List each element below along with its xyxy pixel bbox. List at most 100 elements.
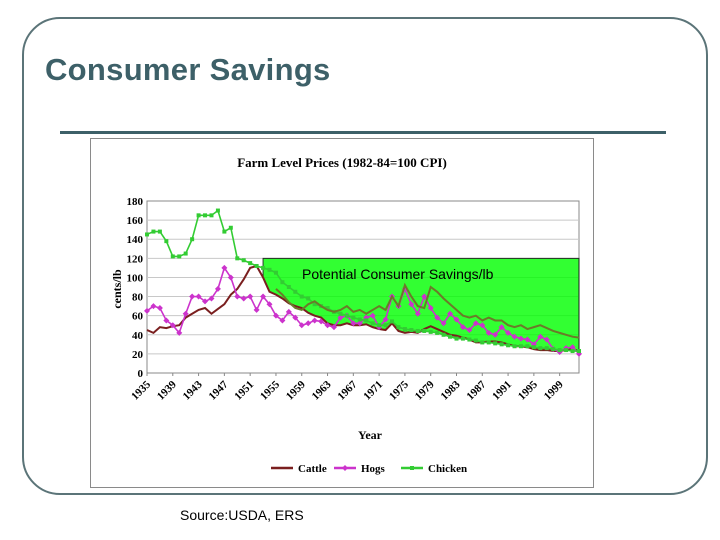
point-hogs (472, 320, 479, 327)
point-chicken (409, 328, 414, 332)
point-chicken (564, 348, 569, 353)
point-chicken (557, 348, 562, 353)
point-chicken (151, 229, 156, 234)
point-chicken (525, 344, 530, 349)
y-tick-label: 80 (132, 292, 144, 304)
point-hogs (156, 305, 163, 312)
point-hogs (285, 308, 292, 315)
chart-panel: Farm Level Prices (1982-84=100 CPI) cent… (90, 138, 594, 488)
point-chicken (499, 342, 504, 347)
point-chicken (486, 340, 491, 345)
point-hogs (292, 314, 299, 321)
point-hogs (176, 329, 183, 336)
point-chicken (551, 347, 556, 352)
point-hogs (440, 320, 447, 327)
point-chicken (454, 336, 459, 341)
y-tick-label: 140 (127, 234, 144, 246)
legend-marker-chicken (410, 466, 414, 470)
x-tick-label: 1947 (206, 378, 230, 402)
point-chicken (383, 323, 388, 328)
x-axis-label: Year (358, 428, 383, 442)
x-tick-label: 1943 (181, 378, 205, 402)
point-chicken (248, 261, 253, 266)
point-chicken (531, 345, 536, 350)
x-tick-label: 1963 (310, 378, 334, 402)
point-hogs (453, 316, 460, 323)
point-chicken (254, 263, 259, 268)
point-chicken (518, 344, 523, 349)
x-tick-label: 1951 (232, 379, 256, 403)
point-hogs (479, 322, 486, 329)
point-chicken (145, 232, 149, 237)
point-hogs (524, 336, 531, 343)
x-tick-label: 1987 (464, 378, 488, 402)
point-chicken (235, 256, 240, 261)
point-chicken (267, 267, 272, 272)
point-chicken (480, 340, 485, 345)
point-chicken (222, 229, 227, 234)
point-hogs (247, 293, 254, 300)
point-chicken (441, 332, 446, 337)
chart-title: Farm Level Prices (1982-84=100 CPI) (237, 155, 447, 170)
point-chicken (415, 328, 420, 333)
point-hogs (253, 306, 260, 313)
y-tick-label: 100 (127, 272, 144, 284)
point-chicken (196, 213, 201, 218)
x-tick-label: 1999 (542, 378, 566, 402)
series-line-trend (275, 282, 580, 339)
savings-annotation: Potential Consumer Savings/lb (302, 266, 494, 282)
point-chicken (506, 343, 511, 348)
point-chicken (544, 346, 549, 351)
point-hogs (214, 285, 221, 292)
legend-label-hogs: Hogs (361, 463, 386, 475)
y-tick-label: 160 (127, 215, 144, 227)
point-hogs (408, 301, 415, 308)
x-tick-label: 1971 (361, 379, 385, 403)
point-hogs (279, 317, 286, 324)
point-chicken (370, 321, 375, 326)
y-tick-label: 20 (132, 349, 144, 361)
point-chicken (493, 341, 498, 346)
point-chicken (203, 213, 208, 218)
legend-label-cattle: Cattle (298, 463, 327, 475)
point-chicken (344, 313, 349, 318)
title-rule (60, 131, 666, 134)
point-hogs (414, 310, 421, 317)
y-tick-label: 40 (132, 330, 144, 342)
point-hogs (350, 320, 357, 327)
y-tick-label: 60 (132, 311, 144, 323)
point-chicken (460, 336, 465, 341)
x-tick-label: 1935 (129, 378, 153, 402)
point-hogs (569, 344, 576, 351)
point-chicken (467, 337, 472, 342)
point-chicken (209, 213, 214, 218)
point-hogs (369, 312, 376, 319)
point-hogs (447, 310, 454, 317)
point-chicken (293, 289, 298, 294)
point-chicken (170, 254, 175, 259)
point-hogs (298, 322, 305, 329)
source-note: Source:USDA, ERS (180, 507, 304, 523)
point-hogs (318, 318, 325, 325)
point-chicken (435, 330, 440, 335)
point-chicken (312, 302, 317, 307)
x-tick-label: 1995 (516, 378, 540, 402)
point-chicken (306, 296, 311, 301)
point-hogs (150, 303, 157, 310)
x-tick-label: 1979 (413, 378, 437, 402)
point-hogs (434, 314, 441, 321)
point-chicken (512, 344, 517, 349)
legend-label-chicken: Chicken (428, 463, 467, 475)
point-hogs (169, 322, 176, 329)
point-chicken (183, 251, 188, 256)
point-hogs (144, 307, 150, 314)
x-tick-label: 1939 (155, 378, 179, 402)
point-hogs (492, 331, 499, 338)
point-chicken (157, 229, 162, 234)
y-tick-label: 0 (138, 368, 144, 380)
point-hogs (330, 324, 337, 331)
point-hogs (498, 324, 505, 331)
point-hogs (337, 314, 344, 321)
point-hogs (221, 264, 228, 271)
x-tick-label: 1955 (258, 378, 282, 402)
